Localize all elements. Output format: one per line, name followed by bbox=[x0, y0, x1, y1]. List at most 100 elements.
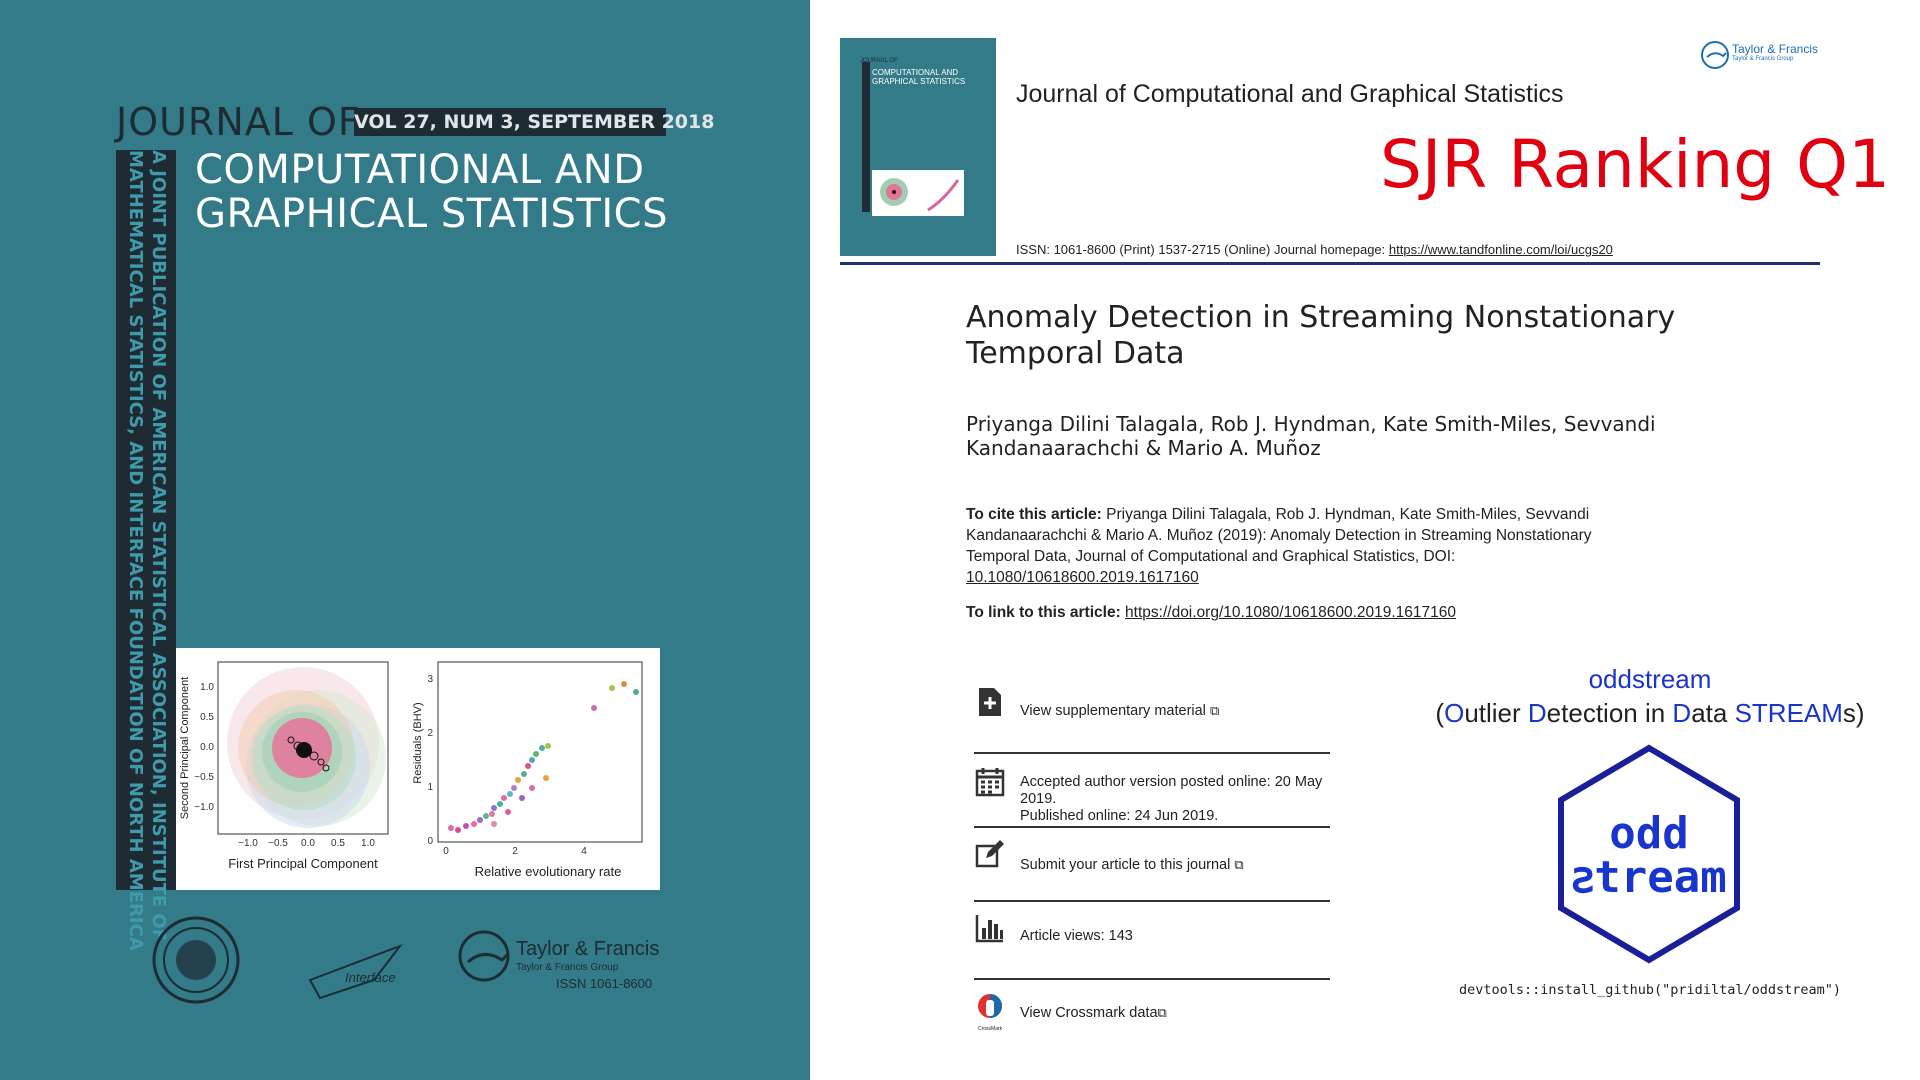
pca-ytick-4: −0.5 bbox=[194, 772, 214, 783]
scatter-ytick-3: 1 bbox=[427, 782, 433, 793]
pca-ylabel: Second Principal Component bbox=[179, 677, 191, 819]
scatter-xtick-1: 0 bbox=[443, 846, 449, 857]
cite-label: To cite this article: bbox=[966, 506, 1102, 523]
cover-pca-panel bbox=[217, 661, 389, 835]
hex-text-odd: odd bbox=[1609, 808, 1688, 859]
cover-journal-of: JOURNAL OF bbox=[116, 100, 361, 144]
oddstream-hex-logo: odd ꙅtream bbox=[1558, 744, 1740, 964]
scatter-xlabel: Relative evolutionary rate bbox=[475, 864, 622, 879]
cover-volume-badge: VOL 27, NUM 3, SEPTEMBER 2018 bbox=[354, 108, 714, 136]
crossmark-logo-text: CrossMark bbox=[978, 1026, 1003, 1032]
dates-text: Accepted author version posted online: 2… bbox=[1020, 774, 1330, 825]
issn-line: ISSN: 1061-8600 (Print) 1537-2715 (Onlin… bbox=[1016, 242, 1613, 257]
scatter-ylabel: Residuals (BHV) bbox=[412, 702, 424, 783]
taylor-francis-name: Taylor & Francis bbox=[1732, 42, 1819, 56]
interface-logo-text: Interface bbox=[345, 970, 396, 985]
scatter-ytick-1: 3 bbox=[427, 674, 433, 685]
pca-ytick-3: 0.0 bbox=[200, 742, 214, 753]
add-file-icon bbox=[979, 688, 1001, 716]
accepted-date: Accepted author version posted online: 2… bbox=[1020, 774, 1323, 807]
sub-part-2: etection in bbox=[1546, 698, 1673, 728]
links-divider bbox=[974, 752, 1330, 754]
pca-xtick-4: 0.5 bbox=[331, 838, 345, 849]
cover-publisher: Taylor & Francis bbox=[516, 938, 660, 960]
sub-open: ( bbox=[1435, 698, 1445, 728]
asa-seal-icon bbox=[152, 916, 240, 1004]
crossmark-link[interactable]: View Crossmark data⧉ bbox=[1020, 1004, 1167, 1022]
sub-letter-o: O bbox=[1444, 698, 1465, 728]
bar-chart-icon bbox=[975, 915, 1003, 943]
journal-title: Journal of Computational and Graphical S… bbox=[1016, 80, 1564, 108]
cover-vertical-strip: A JOINT PUBLICATION OF AMERICAN STATISTI… bbox=[116, 150, 176, 951]
sub-letter-d: D bbox=[1527, 698, 1547, 728]
journal-homepage-link[interactable]: https://www.tandfonline.com/loi/ucgs20 bbox=[1388, 242, 1613, 257]
mini-cover-top: JOURNAL OF bbox=[860, 58, 898, 64]
link-label: To link to this article: bbox=[966, 604, 1126, 621]
scatter-ytick-4: 0 bbox=[427, 836, 433, 847]
scatter-xtick-2: 2 bbox=[512, 846, 518, 857]
pca-xtick-3: 0.0 bbox=[301, 838, 315, 849]
article-authors: Priyanga Dilini Talagala, Rob J. Hyndman… bbox=[966, 412, 1656, 460]
sjr-ranking: SJR Ranking Q1 bbox=[1380, 126, 1891, 203]
links-divider bbox=[974, 978, 1330, 980]
issn-text: ISSN: 1061-8600 (Print) 1537-2715 (Onlin… bbox=[1016, 242, 1389, 257]
pca-xtick-5: 1.0 bbox=[361, 838, 375, 849]
crossmark-icon bbox=[978, 994, 1002, 1018]
article-doi-link[interactable]: https://doi.org/10.1080/10618600.2019.16… bbox=[1125, 604, 1457, 621]
mini-cover-figure bbox=[872, 170, 964, 216]
links-divider bbox=[974, 900, 1330, 902]
supplementary-label: View supplementary material bbox=[1020, 703, 1206, 719]
cover-title: COMPUTATIONAL AND GRAPHICAL STATISTICS bbox=[195, 148, 668, 236]
mini-cover-title: COMPUTATIONAL AND GRAPHICAL STATISTICS bbox=[872, 68, 965, 86]
published-date: Published online: 24 Jun 2019. bbox=[1020, 808, 1219, 824]
cover-vertical-line1: A JOINT PUBLICATION OF AMERICAN STATISTI… bbox=[148, 150, 169, 942]
scatter-xtick-3: 4 bbox=[581, 846, 587, 857]
cover-figure: 1.0 0.5 0.0 −0.5 −1.0 −1.0 −0.5 0.0 0.5 … bbox=[176, 648, 660, 890]
article-views: Article views: 143 bbox=[1020, 928, 1133, 944]
external-link-icon: ⧉ bbox=[1157, 1005, 1167, 1020]
install-command: devtools::install_github("pridiltal/odds… bbox=[1458, 982, 1841, 998]
crossmark-label: View Crossmark data bbox=[1020, 1005, 1158, 1021]
cover-vertical-text: A JOINT PUBLICATION OF AMERICAN STATISTI… bbox=[116, 150, 176, 951]
sub-part-1: utlier bbox=[1464, 698, 1528, 728]
taylor-francis-icon bbox=[1701, 41, 1729, 69]
pca-ytick-5: −1.0 bbox=[194, 802, 214, 813]
taylor-francis-logo[interactable]: Taylor & Francis Taylor & Francis Group bbox=[1700, 38, 1850, 72]
mini-cover-strip bbox=[862, 62, 870, 212]
edit-icon bbox=[975, 840, 1004, 868]
cover-vertical-line2: MATHEMATICAL STATISTICS, AND INTERFACE F… bbox=[125, 150, 146, 951]
cite-text: Priyanga Dilini Talagala, Rob J. Hyndman… bbox=[966, 506, 1592, 565]
oddstream-subtitle: (Outlier Detection in Data STREAMs) bbox=[1400, 698, 1900, 729]
submit-link[interactable]: Submit your article to this journal ⧉ bbox=[1020, 856, 1244, 874]
pca-ytick-1: 1.0 bbox=[200, 682, 214, 693]
sub-letter-da: D bbox=[1672, 698, 1692, 728]
cover-scatter-panel bbox=[437, 661, 643, 843]
mini-cover-title2: GRAPHICAL STATISTICS bbox=[872, 77, 966, 86]
pca-xtick-1: −1.0 bbox=[238, 838, 258, 849]
interface-logo-icon: Interface bbox=[308, 943, 403, 1000]
mini-cover-thumbnail: JOURNAL OF COMPUTATIONAL AND GRAPHICAL S… bbox=[840, 38, 996, 256]
oddstream-title: oddstream bbox=[1588, 664, 1712, 694]
mini-cover-title1: COMPUTATIONAL AND bbox=[872, 68, 959, 77]
header-divider bbox=[840, 262, 1820, 265]
submit-label: Submit your article to this journal bbox=[1020, 857, 1231, 873]
cite-doi-link[interactable]: 10.1080/10618600.2019.1617160 bbox=[966, 569, 1199, 586]
hex-text-stream: ꙅtream bbox=[1571, 852, 1726, 903]
pca-xtick-2: −0.5 bbox=[268, 838, 288, 849]
taylor-francis-lamp-icon bbox=[458, 930, 510, 982]
sub-part-3: ata bbox=[1691, 698, 1735, 728]
cover-issn: ISSN 1061-8600 bbox=[556, 976, 653, 991]
external-link-icon: ⧉ bbox=[1234, 857, 1244, 872]
cover-logos: Interface bbox=[152, 916, 510, 1004]
cover-title-line1: COMPUTATIONAL AND bbox=[195, 147, 645, 193]
supplementary-link[interactable]: View supplementary material ⧉ bbox=[1020, 702, 1219, 720]
links-divider bbox=[974, 826, 1330, 828]
external-link-icon: ⧉ bbox=[1209, 703, 1220, 718]
taylor-francis-sub: Taylor & Francis Group bbox=[1732, 56, 1794, 62]
article-title: Anomaly Detection in Streaming Nonstatio… bbox=[966, 300, 1676, 371]
cover-publisher-sub: Taylor & Francis Group bbox=[516, 962, 619, 973]
scatter-ytick-2: 2 bbox=[427, 728, 433, 739]
journal-cover: JOURNAL OF VOL 27, NUM 3, SEPTEMBER 2018… bbox=[0, 0, 810, 1080]
pca-ytick-2: 0.5 bbox=[200, 712, 214, 723]
citation-block: To cite this article: Priyanga Dilini Ta… bbox=[966, 504, 1646, 588]
